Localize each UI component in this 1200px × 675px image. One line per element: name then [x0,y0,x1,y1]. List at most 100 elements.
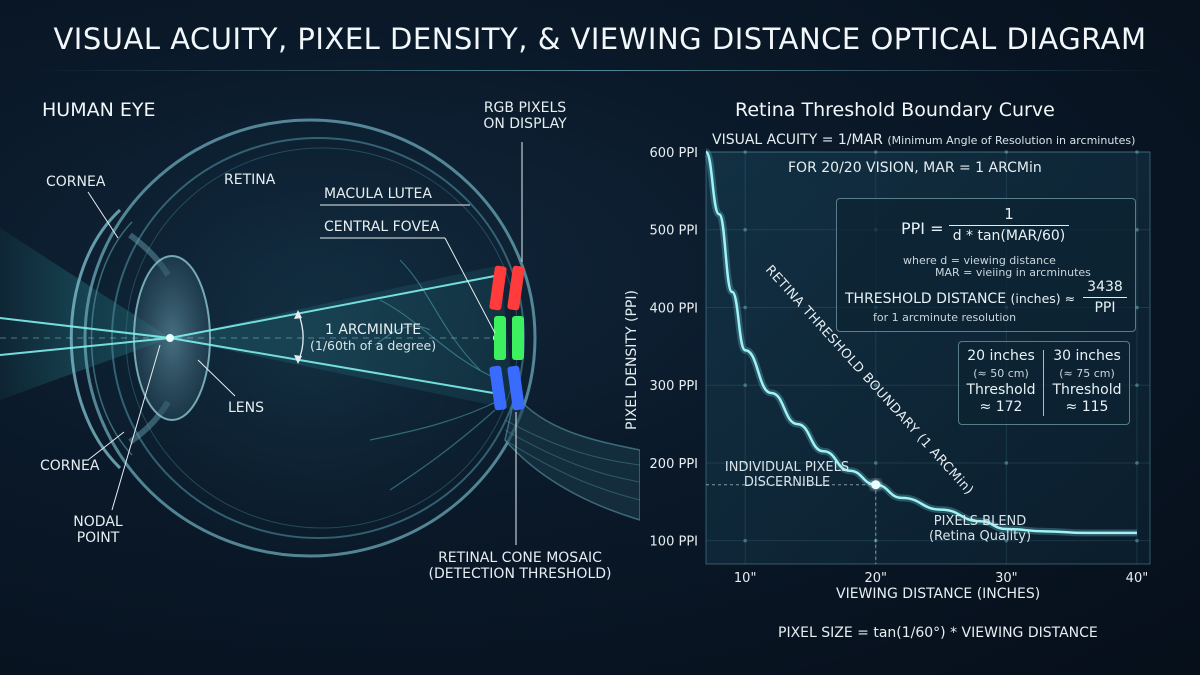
y-tick-label: 200 PPI [650,457,698,472]
macula-label: MACULA LUTEA [324,186,432,202]
grid-dot [743,383,747,388]
region-blend: PIXELS BLEND (Retina Quality) [910,514,1050,544]
where-line1: where d = viewing distance [903,254,1056,267]
grid-dot [873,383,878,388]
red-pixel [489,265,507,311]
eye-heading: HUMAN EYE [42,99,156,121]
rgb-pixels [489,265,525,411]
threshold-unit: (inches) ≈ [1010,291,1076,306]
retina-label: RETINA [224,172,276,188]
acuity-note: (Minimum Angle of Resolution in arcminut… [887,134,1136,147]
grid-dot [1135,461,1139,465]
threshold-distance-formula: THRESHOLD DISTANCE (inches) ≈ [845,291,1075,307]
threshold-denominator: PPI [1083,297,1127,316]
col1-cm: (≈ 50 cm) [973,367,1029,380]
threshold-table: 20 inches (≈ 50 cm) Threshold ≈ 172 30 i… [958,341,1130,425]
ppi-fraction: 1 d * tan(MAR/60) [949,205,1069,244]
cornea-bottom-label: CORNEA [40,458,100,474]
grid-dot [743,227,747,232]
x-tick-labels: 10" 20" 30" 40" [734,571,1148,586]
grid-dot [743,538,747,543]
arcminute-label: 1 ARCMINUTE (1/60th of a degree) [310,322,436,353]
ppi-lhs: PPI = [901,219,944,238]
threshold-curve [704,150,1137,535]
retinal-vessels [369,259,501,491]
footer-formula: PIXEL SIZE = tan(1/60°) * VIEWING DISTAN… [778,625,1098,641]
grid-dot [1135,305,1139,310]
x-label-main: VIEWING DISTANCE [836,586,973,602]
threshold-note: for 1 arcminute resolution [873,311,1017,324]
acuity-main: VISUAL ACUITY = 1/MAR [712,132,883,148]
threshold-label: THRESHOLD DISTANCE [845,291,1007,307]
rgb-pixels-label: RGB PIXELS ON DISPLAY [470,100,580,132]
x-tick-label: 10" [734,571,757,586]
grid-dot [873,150,878,154]
grid-dot [1004,538,1009,543]
col2-distance: 30 inches [1053,348,1121,364]
nodal-line2: POINT [76,530,120,546]
ppi-numerator: 1 [1004,205,1014,223]
formula-where: where d = viewing distance MAR = vieiing… [903,255,1091,279]
grid-dot [1004,461,1009,465]
page-title: VISUAL ACUITY, PIXEL DENSITY, & VIEWING … [53,22,1147,56]
cone-line1: RETINAL CONE MOSAIC [438,550,602,566]
threshold-col-20: 20 inches (≈ 50 cm) Threshold ≈ 172 [959,348,1043,416]
cone-line2: (DETECTION THRESHOLD) [428,566,612,582]
acuity-formula: VISUAL ACUITY = 1/MAR (Minimum Angle of … [712,132,1135,148]
threshold-col-30: 30 inches (≈ 75 cm) Threshold ≈ 115 [1045,348,1129,416]
col1-label: Threshold [966,382,1036,398]
grid-dot [743,305,747,310]
light-rays [0,274,506,396]
nodal-line1: NODAL [73,514,123,530]
y-tick-label: 600 PPI [650,146,698,161]
x-tick-label: 30" [995,571,1018,586]
optic-nerve [504,393,640,521]
x-label-unit: (INCHES) [976,586,1041,602]
y-tick-label: 300 PPI [650,379,698,394]
table-divider [1043,350,1044,416]
region-left-line2: DISCERNIBLE [743,475,831,490]
cornea-top-label: CORNEA [46,174,106,190]
arcminute-line1: 1 ARCMINUTE [325,322,422,338]
arcminute-line2: (1/60th of a degree) [310,338,437,353]
x-axis-label: VIEWING DISTANCE (INCHES) [836,586,1040,602]
threshold-numerator: 3438 [1087,279,1123,295]
lens-label: LENS [228,400,265,416]
rgb-label-line2: ON DISPLAY [483,116,567,132]
grid-dot [1135,538,1139,543]
col1-value: ≈ 172 [979,399,1023,415]
formula-box: PPI = 1 d * tan(MAR/60) where d = viewin… [836,198,1136,332]
col2-cm: (≈ 75 cm) [1059,367,1115,380]
nodal-point-label: NODAL POINT [68,514,128,546]
grid-dot [1135,150,1139,154]
cone-mosaic-label: RETINAL CONE MOSAIC (DETECTION THRESHOLD… [420,550,620,582]
grid-dot [743,150,747,154]
fovea-label: CENTRAL FOVEA [324,219,440,235]
chart-heading: Retina Threshold Boundary Curve [735,99,1055,121]
green-pixel [494,316,506,360]
grid-dot [743,461,747,465]
y-tick-label: 400 PPI [650,301,698,316]
x-tick-label: 20" [864,571,887,586]
grid-dot [1135,383,1139,388]
title-divider [30,70,1170,71]
threshold-fraction: 3438 PPI [1083,279,1127,316]
ppi-denominator: d * tan(MAR/60) [949,225,1069,244]
eye-diagram [0,118,640,558]
col1-distance: 20 inches [967,348,1035,364]
grid-dot [1135,227,1139,232]
grid-dot [873,461,878,465]
region-right-line1: PIXELS BLEND [933,514,1027,529]
vision-note: FOR 20/20 VISION, MAR = 1 ARCMin [788,160,1042,176]
y-tick-label: 500 PPI [650,224,698,239]
blue-pixel [489,365,507,411]
where-line2: MAR = vieiing in arcminutes [935,266,1091,279]
rgb-label-line1: RGB PIXELS [483,100,567,116]
nodal-point [166,334,174,342]
region-discernible: INDIVIDUAL PIXELS DISCERNIBLE [712,460,862,490]
region-left-line1: INDIVIDUAL PIXELS [724,460,850,475]
grid-dot [1004,150,1009,154]
y-tick-labels: 100 PPI 200 PPI 300 PPI 400 PPI 500 PPI 600 P… [650,146,698,550]
col2-label: Threshold [1052,382,1122,398]
region-right-line2: (Retina Quality) [928,529,1032,544]
